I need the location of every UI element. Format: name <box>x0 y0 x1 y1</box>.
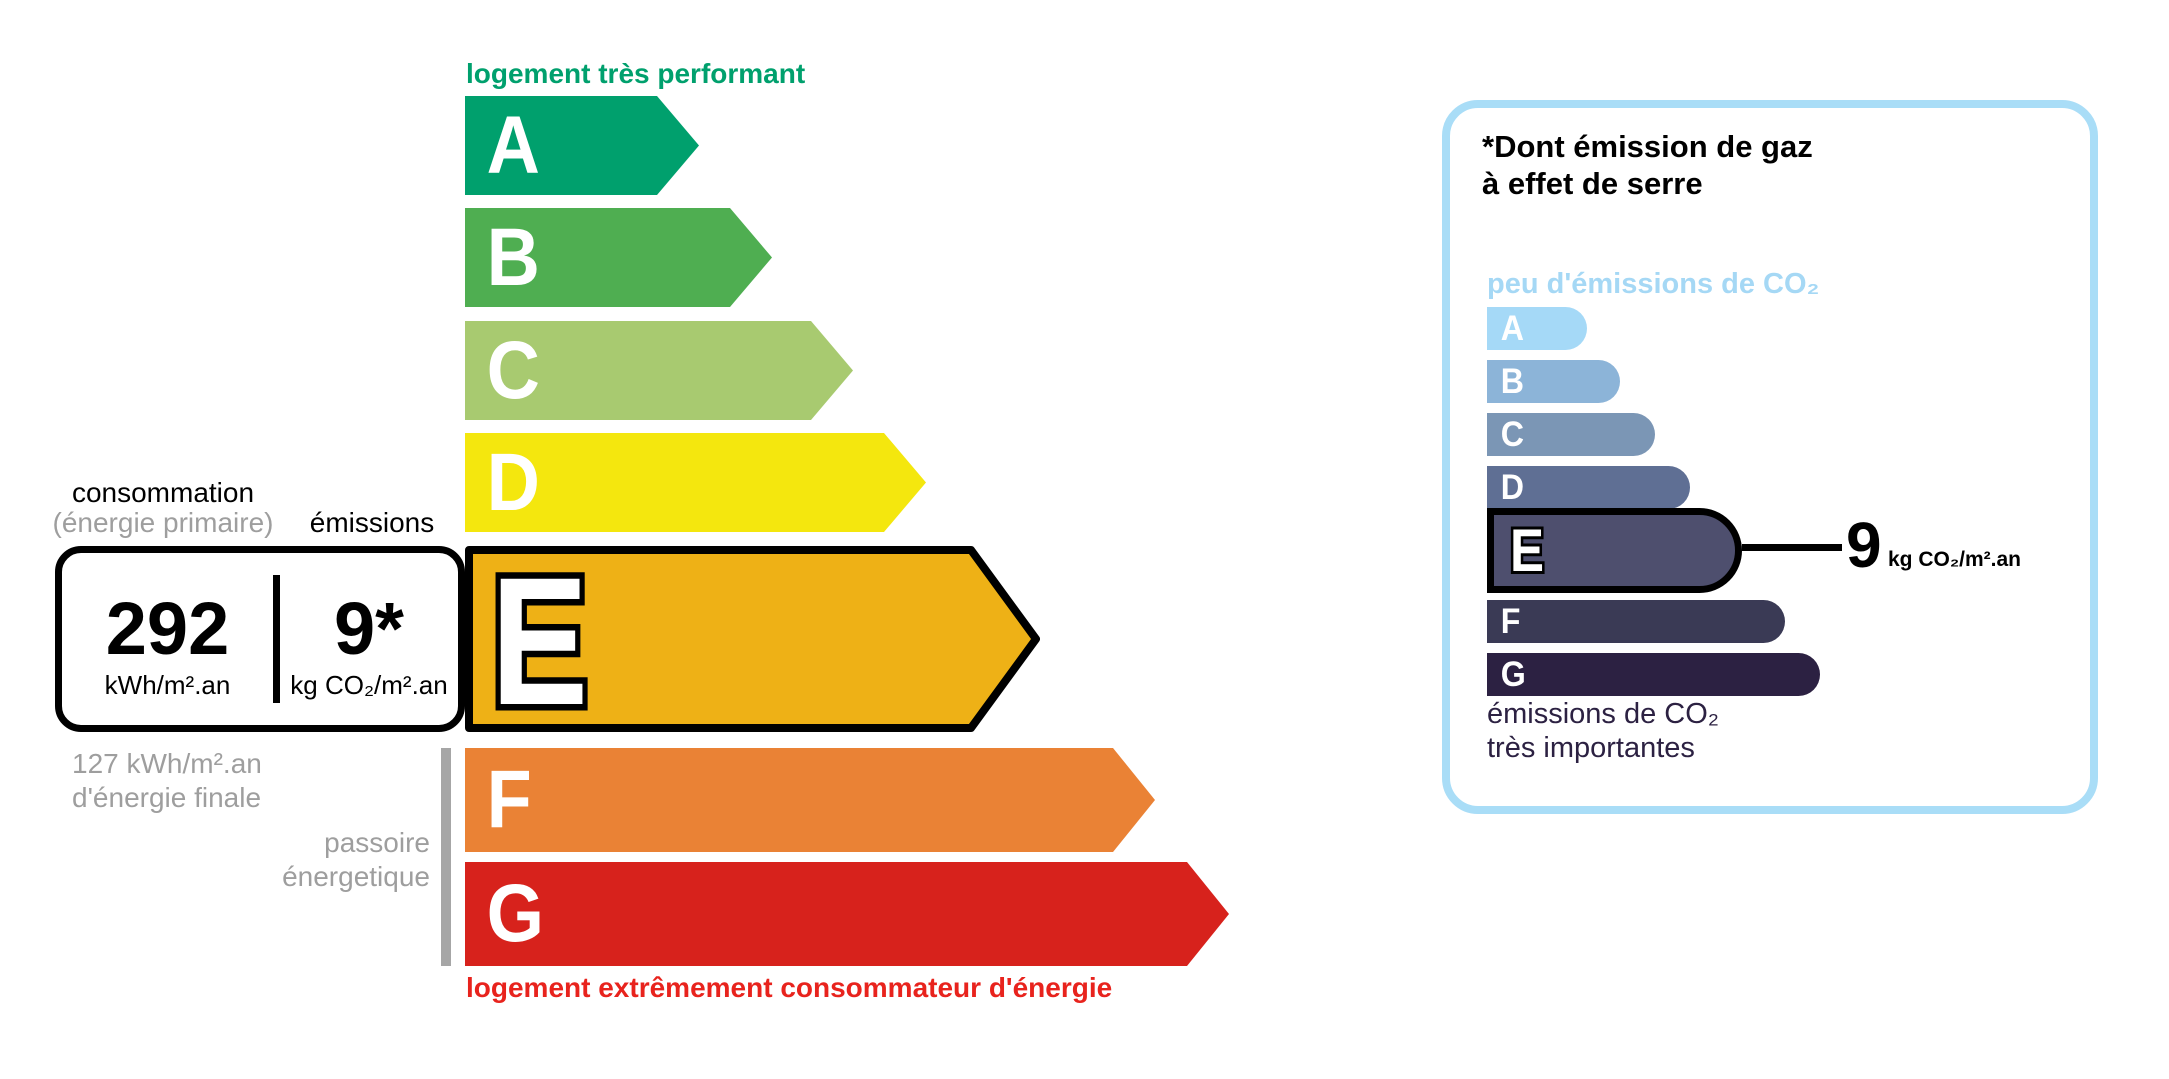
final-energy-note: 127 kWh/m².an d'énergie finale <box>72 747 262 815</box>
emissions-cell: 9* kg CO₂/m².an <box>280 553 458 725</box>
energy-sieve-line2: énergetique <box>282 861 430 892</box>
co2-class-g-letter: G <box>1500 655 1526 694</box>
co2-class-a-bar: A <box>1487 307 1587 350</box>
co2-class-e-selected-bar: E <box>1487 508 1742 593</box>
co2-class-a-letter: A <box>1500 309 1525 348</box>
energy-class-e-selected-arrow: E <box>465 546 1040 734</box>
co2-class-f-bar: F <box>1487 600 1785 643</box>
co2-class-c-bar: C <box>1487 413 1655 456</box>
final-energy-line1: 127 kWh/m².an <box>72 748 262 779</box>
selected-arrow-shape <box>465 546 1040 732</box>
consumption-value: 292 <box>105 586 230 670</box>
energy-class-c-letter: C <box>486 325 540 416</box>
energy-class-a-letter: A <box>486 100 540 191</box>
energy-class-d-arrow: D <box>465 433 926 532</box>
consumption-cell: 292 kWh/m².an <box>62 553 273 725</box>
consumption-header: consommation (énergie primaire) <box>38 478 288 538</box>
co2-high-emissions-label: émissions de CO₂ très importantes <box>1487 697 1719 765</box>
co2-panel-title-line2: à effet de serre <box>1482 166 1703 201</box>
co2-class-g-bar: G <box>1487 653 1820 696</box>
emissions-value: 9* <box>334 586 404 670</box>
co2-panel-title-line1: *Dont émission de gaz <box>1482 129 1813 164</box>
energy-class-e-letter: E <box>491 548 588 734</box>
co2-panel-title: *Dont émission de gaz à effet de serre <box>1482 128 1813 202</box>
co2-class-b-letter: B <box>1500 362 1525 401</box>
energy-class-b-arrow: B <box>465 208 772 307</box>
energy-class-c-arrow: C <box>465 321 853 420</box>
co2-value-unit: kg CO₂/m².an <box>1888 548 2022 571</box>
final-energy-line2: d'énergie finale <box>72 782 262 813</box>
co2-high-emissions-line1: émissions de CO₂ <box>1487 698 1720 730</box>
consumption-header-line1: consommation <box>71 477 255 508</box>
energy-class-d-letter: D <box>486 437 540 528</box>
co2-high-emissions-line2: très importantes <box>1487 732 1695 764</box>
co2-class-b-bar: B <box>1487 360 1620 403</box>
energy-class-b-letter: B <box>486 212 540 303</box>
energy-sieve-line1: passoire <box>324 827 430 858</box>
top-performance-label: logement très performant <box>466 58 806 89</box>
energy-class-g-arrow: G <box>465 862 1229 966</box>
selected-arrow-polygon <box>465 546 1040 732</box>
co2-class-d-bar: D <box>1487 466 1690 509</box>
co2-class-f-letter: F <box>1500 602 1521 641</box>
value-box-divider <box>273 575 280 703</box>
emissions-header: émissions <box>309 507 435 538</box>
energy-sieve-bracket-bar <box>441 748 451 966</box>
energy-sieve-note: passoire énergetique <box>180 826 430 894</box>
energy-class-f-letter: F <box>486 754 532 845</box>
energy-class-g-letter: G <box>486 868 545 959</box>
energy-class-a-arrow: A <box>465 96 699 195</box>
co2-class-d-letter: D <box>1500 468 1525 507</box>
co2-value: 9 <box>1846 509 1882 581</box>
consumption-header-line2: (énergie primaire) <box>52 507 274 538</box>
bottom-performance-label: logement extrêmement consommateur d'éner… <box>466 972 1113 1003</box>
consumption-unit: kWh/m².an <box>104 669 231 700</box>
co2-value-connector-line <box>1742 544 1842 551</box>
co2-emissions-panel: *Dont émission de gaz à effet de serre p… <box>1442 100 2098 814</box>
co2-class-e-letter: E <box>1510 517 1544 584</box>
co2-low-emissions-label: peu d'émissions de CO₂ <box>1487 268 1820 300</box>
rating-value-box: 292 kWh/m².an 9* kg CO₂/m².an <box>55 546 465 732</box>
emissions-unit: kg CO₂/m².an <box>290 669 448 700</box>
energy-class-f-arrow: F <box>465 748 1155 852</box>
co2-class-c-letter: C <box>1500 415 1525 454</box>
